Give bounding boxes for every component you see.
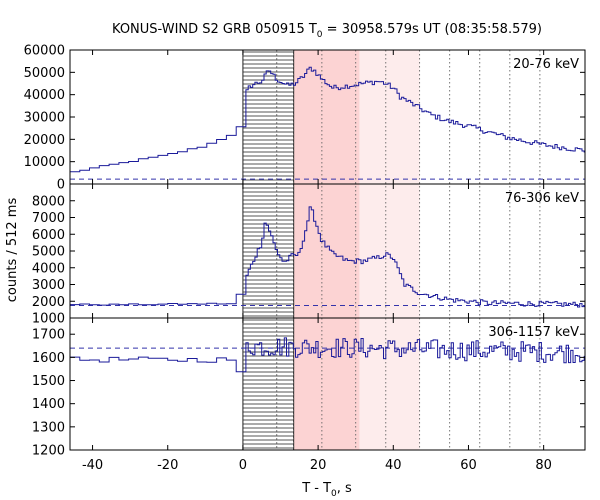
- y-tick-label: 30000: [24, 111, 65, 126]
- x-tick-label: 60: [460, 458, 477, 473]
- x-tick-label: 40: [385, 458, 402, 473]
- x-tick-label: 20: [310, 458, 327, 473]
- y-tick-label: 1200: [32, 444, 65, 459]
- y-tick-label: 4000: [32, 261, 65, 276]
- y-tick-label: 20000: [24, 133, 65, 148]
- data-series: [70, 66, 585, 373]
- y-tick-label: 40000: [24, 88, 65, 103]
- shaded-interval-1: [359, 50, 420, 450]
- x-axis-label: T - T0, s: [301, 481, 352, 499]
- y-tick-label: 50000: [24, 66, 65, 81]
- y-tick-label: 1000: [32, 312, 65, 327]
- hatch-background: [242, 50, 294, 450]
- y-tick-label: 5000: [32, 245, 65, 260]
- y-tick-label: 10000: [24, 155, 65, 170]
- x-tick-label: 80: [535, 458, 552, 473]
- light-curve-2: [70, 337, 585, 373]
- shaded-interval-0: [293, 50, 360, 450]
- y-tick-label: 6000: [32, 228, 65, 243]
- y-tick-label: 1700: [32, 328, 65, 343]
- y-tick-label: 1400: [32, 397, 65, 412]
- axis-ticks: 20-76 keV0100002000030000400005000060000…: [24, 44, 585, 473]
- chart-title: KONUS-WIND S2 GRB 050915 T0 = 30958.579s…: [112, 22, 542, 40]
- hatched-interval: [242, 50, 295, 450]
- x-tick-label: -20: [157, 458, 178, 473]
- y-tick-label: 7000: [32, 211, 65, 226]
- x-tick-label: -40: [82, 458, 103, 473]
- light-curve-1: [70, 206, 585, 308]
- y-axis-label: counts / 512 ms: [5, 198, 20, 303]
- y-tick-label: 1600: [32, 351, 65, 366]
- y-tick-label: 2000: [32, 295, 65, 310]
- band-label-2: 306-1157 keV: [488, 325, 579, 340]
- band-label-0: 20-76 keV: [513, 57, 579, 72]
- y-tick-label: 60000: [24, 44, 65, 59]
- light-curve-0: [70, 66, 585, 173]
- y-tick-label: 0: [57, 178, 65, 193]
- y-tick-label: 1300: [32, 420, 65, 435]
- band-label-1: 76-306 keV: [505, 191, 579, 206]
- shaded-intervals: [293, 50, 420, 450]
- y-tick-label: 8000: [32, 194, 65, 209]
- panel-frame-2: [69, 317, 586, 451]
- y-tick-label: 3000: [32, 278, 65, 293]
- y-tick-label: 1500: [32, 374, 65, 389]
- x-tick-label: 0: [239, 458, 247, 473]
